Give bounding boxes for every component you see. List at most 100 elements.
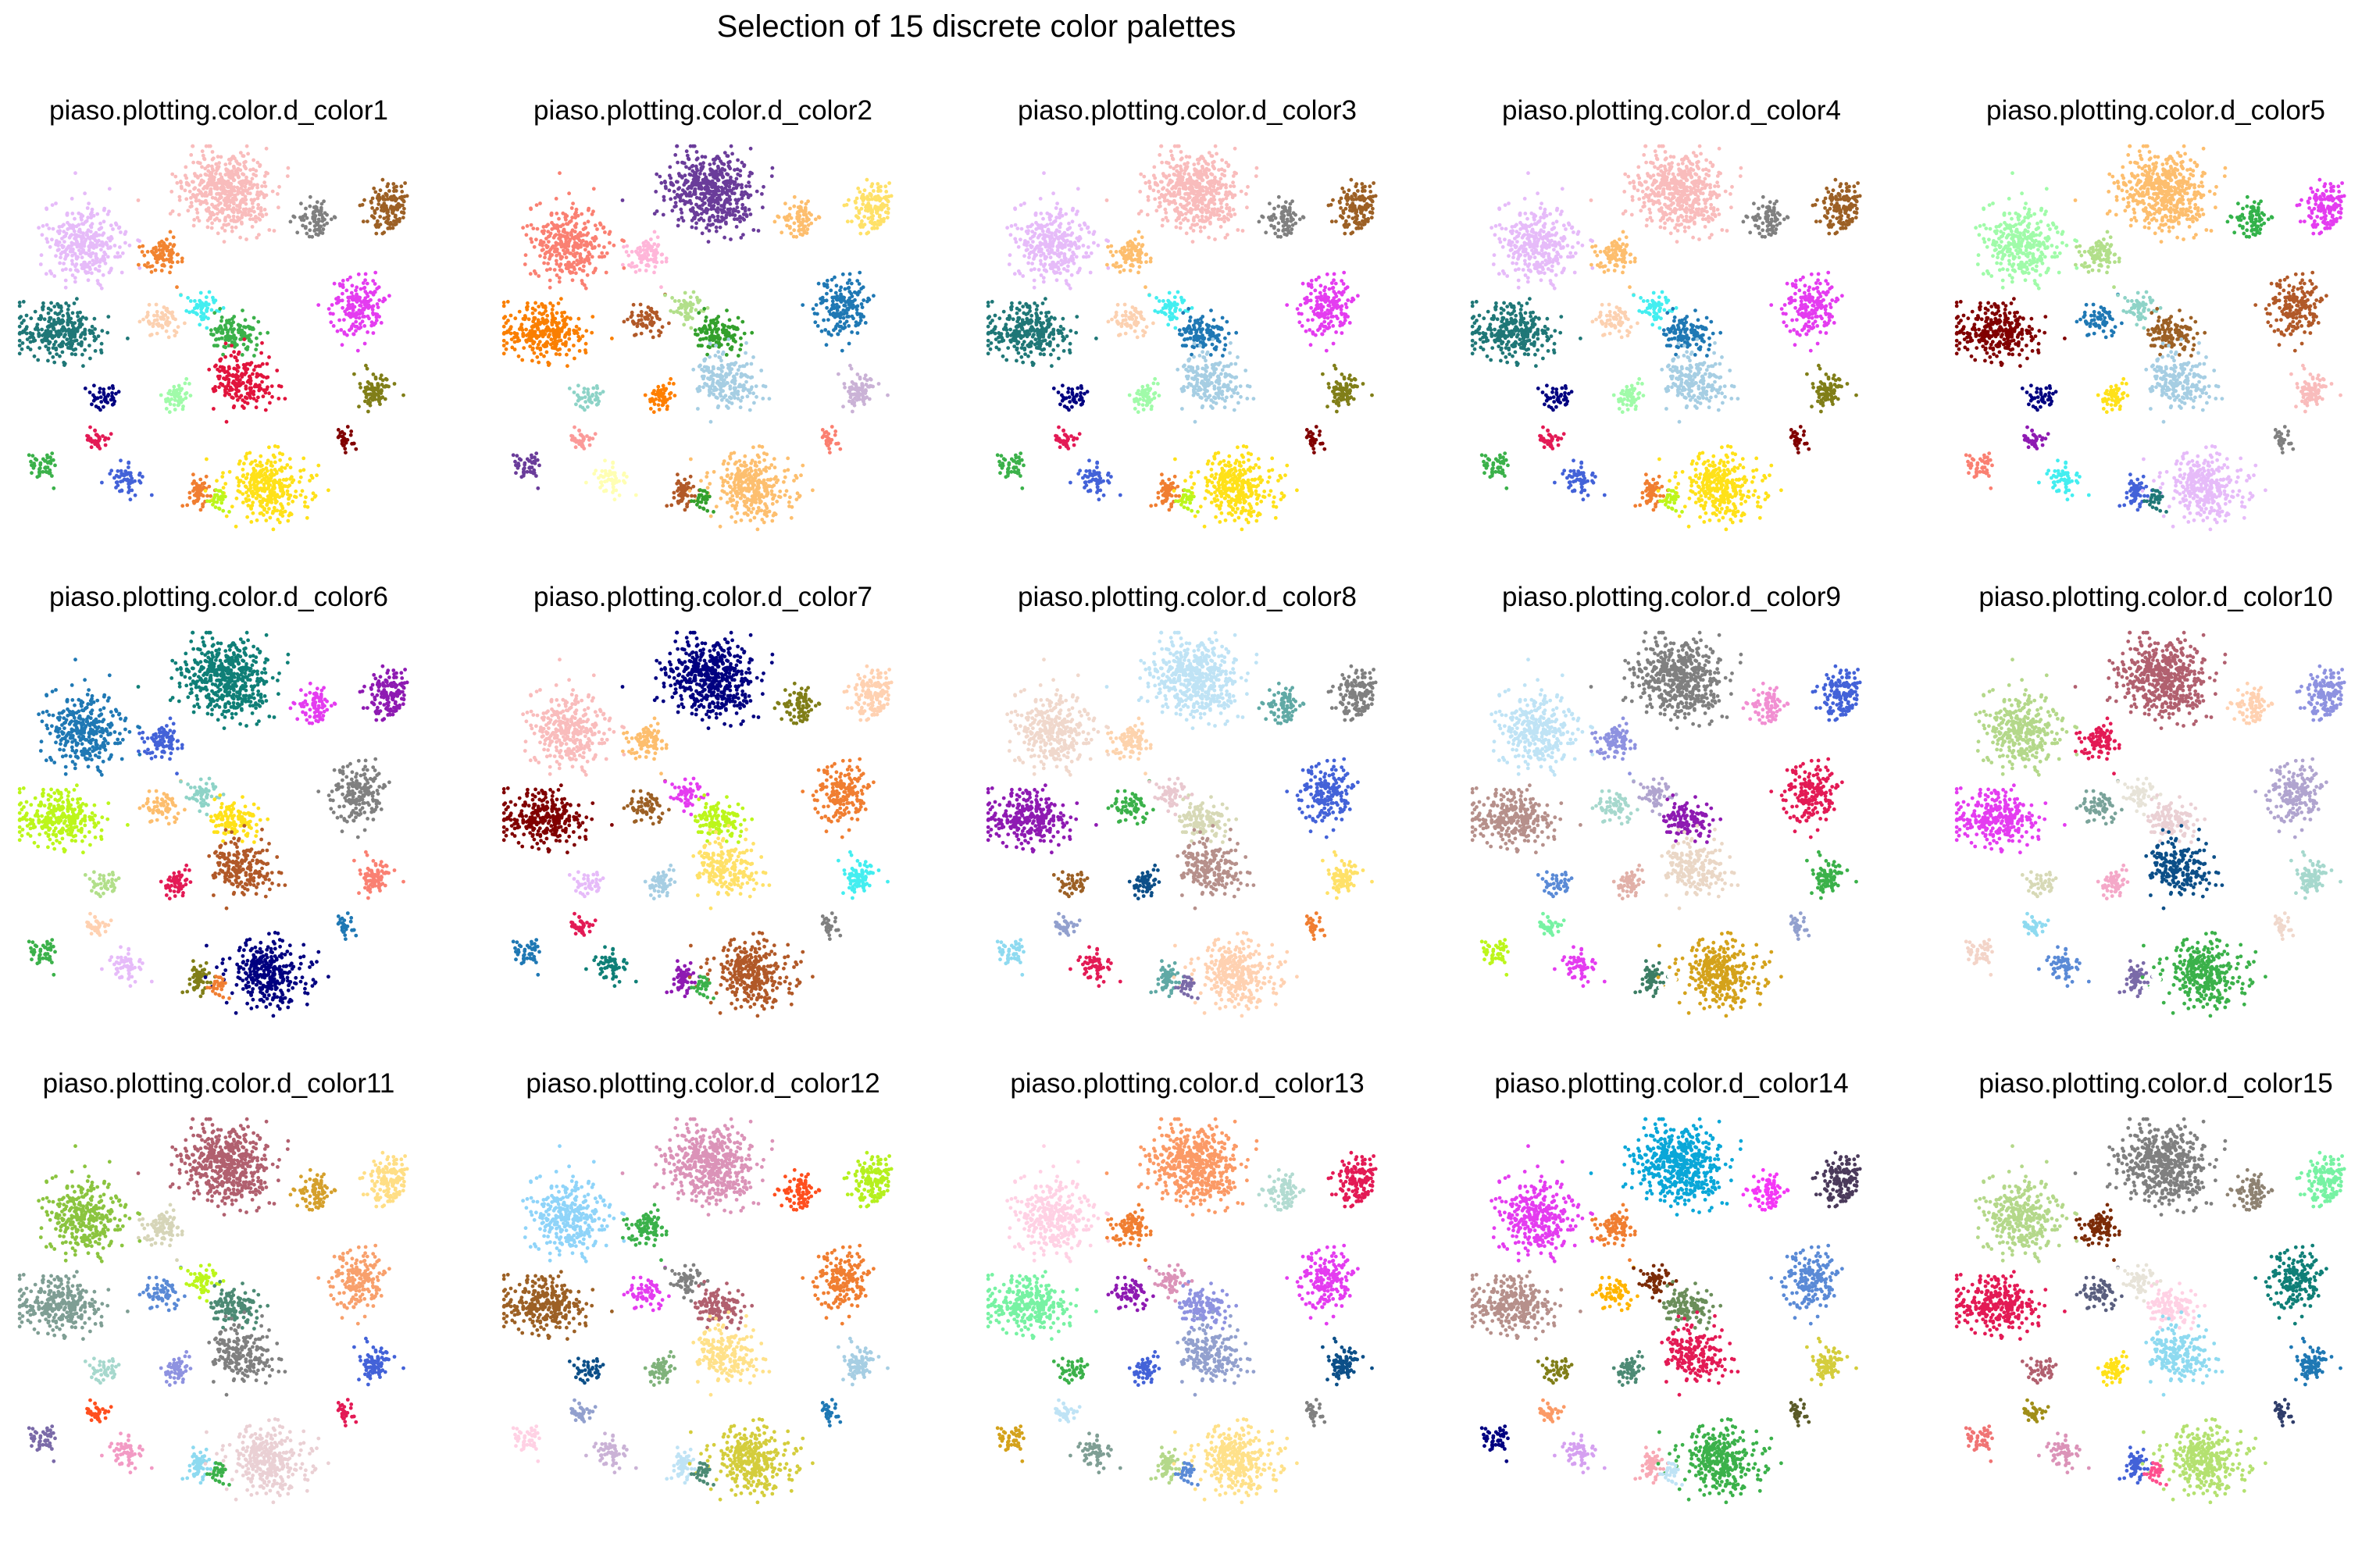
cluster-points xyxy=(1326,664,1378,722)
cluster-points xyxy=(1106,1265,1155,1313)
cluster-points xyxy=(205,1461,231,1487)
scatter-plot xyxy=(986,630,1378,1018)
cluster-points xyxy=(1051,1356,1090,1385)
cluster-points xyxy=(1285,270,1360,353)
cluster-points xyxy=(1633,1445,1670,1485)
cluster-points xyxy=(511,451,541,490)
cluster-points xyxy=(1127,1349,1161,1388)
cluster-points xyxy=(689,1461,715,1487)
scatter-plot xyxy=(17,630,409,1018)
cluster-points xyxy=(203,1417,330,1505)
cluster-points xyxy=(521,171,626,290)
scatter-panel: piaso.plotting.color.d_color4 xyxy=(1468,95,1875,595)
cluster-points xyxy=(2037,1431,2091,1475)
cluster-points xyxy=(1536,383,1574,412)
cluster-points xyxy=(693,1280,755,1331)
cluster-points xyxy=(567,870,605,899)
cluster-points xyxy=(2225,194,2274,239)
panel-title: piaso.plotting.color.d_color7 xyxy=(500,582,906,613)
cluster-points xyxy=(2037,458,2091,502)
cluster-points xyxy=(1954,783,2067,855)
cluster-points xyxy=(1304,1398,1327,1427)
panel-title: piaso.plotting.color.d_color1 xyxy=(16,95,422,127)
scatter-panel: piaso.plotting.color.d_color3 xyxy=(984,95,1390,595)
cluster-points xyxy=(2116,290,2163,330)
cluster-points xyxy=(643,376,677,415)
cluster-points xyxy=(567,383,605,412)
scatter-plot xyxy=(501,144,894,532)
cluster-points xyxy=(1304,425,1327,454)
scatter-panel: piaso.plotting.color.d_color5 xyxy=(1953,95,2359,595)
cluster-points xyxy=(2116,776,2163,817)
cluster-points xyxy=(2096,863,2130,901)
cluster-points xyxy=(209,307,270,358)
cluster-points xyxy=(2289,363,2342,414)
cluster-points xyxy=(336,1398,359,1427)
cluster-points xyxy=(665,959,701,999)
cluster-points xyxy=(569,911,598,937)
cluster-points xyxy=(136,630,291,730)
cluster-points xyxy=(1789,425,1811,454)
cluster-points xyxy=(27,1424,57,1463)
cluster-points xyxy=(820,1398,843,1427)
cluster-points xyxy=(1964,938,1994,977)
cluster-points xyxy=(1285,1243,1360,1326)
cluster-points xyxy=(2273,425,2296,454)
cluster-points xyxy=(837,1336,890,1387)
cluster-points xyxy=(567,1356,605,1385)
cluster-points xyxy=(159,1349,193,1388)
panel-title: piaso.plotting.color.d_color13 xyxy=(984,1068,1390,1099)
cluster-points xyxy=(83,1356,121,1385)
cluster-points xyxy=(986,297,1098,369)
cluster-points xyxy=(1805,363,1858,414)
cluster-points xyxy=(85,911,113,937)
cluster-points xyxy=(643,1349,677,1388)
scatter-panel: piaso.plotting.color.d_color11 xyxy=(16,1068,422,1568)
cluster-points xyxy=(1147,1263,1194,1303)
cluster-points xyxy=(1470,1270,1582,1342)
cluster-points xyxy=(2022,425,2050,451)
cluster-points xyxy=(569,425,598,451)
cluster-points xyxy=(2144,1310,2225,1397)
cluster-points xyxy=(358,664,409,722)
cluster-points xyxy=(772,681,822,725)
cluster-points xyxy=(1105,230,1153,290)
cluster-points xyxy=(1127,863,1161,901)
cluster-points xyxy=(2142,488,2168,514)
cluster-points xyxy=(1326,177,1378,236)
cluster-points xyxy=(137,779,187,826)
cluster-points xyxy=(2146,307,2207,358)
cluster-points xyxy=(2140,444,2267,532)
cluster-points xyxy=(1106,292,1155,340)
cluster-points xyxy=(1173,1461,1200,1487)
panel-title: piaso.plotting.color.d_color6 xyxy=(16,582,422,613)
panel-title: piaso.plotting.color.d_color5 xyxy=(1953,95,2359,127)
cluster-points xyxy=(1553,458,1607,502)
cluster-points xyxy=(1149,472,1186,512)
cluster-points xyxy=(85,1398,113,1424)
cluster-points xyxy=(995,938,1026,977)
cluster-points xyxy=(1964,1424,1994,1463)
cluster-points xyxy=(1479,451,1510,490)
cluster-points xyxy=(2073,630,2228,730)
cluster-points xyxy=(2037,945,2091,989)
cluster-points xyxy=(691,824,772,911)
cluster-points xyxy=(1177,307,1239,358)
cluster-points xyxy=(1589,230,1637,290)
cluster-points xyxy=(1172,1417,1299,1505)
panel-title: piaso.plotting.color.d_color12 xyxy=(500,1068,906,1099)
cluster-points xyxy=(691,337,772,424)
cluster-points xyxy=(316,270,391,353)
cluster-points xyxy=(2074,230,2121,290)
cluster-points xyxy=(1173,488,1200,514)
cluster-points xyxy=(1661,307,1723,358)
scatter-plot xyxy=(1470,144,1862,532)
cluster-points xyxy=(1069,1431,1122,1475)
panel-title: piaso.plotting.color.d_color9 xyxy=(1468,582,1875,613)
cluster-points xyxy=(622,1265,671,1313)
cluster-points xyxy=(1974,1144,2079,1263)
cluster-points xyxy=(1479,1424,1510,1463)
cluster-points xyxy=(1657,1461,1684,1487)
figure-title: Selection of 15 discrete color palettes xyxy=(0,9,1953,45)
cluster-points xyxy=(620,144,775,244)
